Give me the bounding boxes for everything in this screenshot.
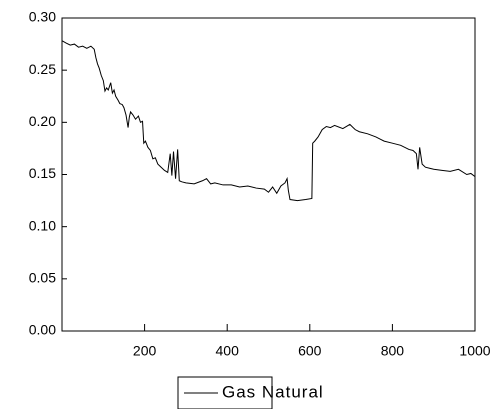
x-tick-label: 600 [298,343,322,359]
x-tick-label: 200 [133,343,157,359]
x-tick-label: 400 [216,343,240,359]
y-tick-label: 0.25 [29,61,56,77]
y-tick-label: 0.00 [29,322,56,338]
x-tick-label: 800 [381,343,405,359]
legend-box [177,376,273,409]
x-tick-label: 1000 [459,343,490,359]
y-tick-label: 0.20 [29,113,56,129]
y-tick-label: 0.30 [29,9,56,25]
y-tick-label: 0.15 [29,165,56,181]
legend: Gas Natural [177,376,324,409]
legend-text: Gas Natural [222,382,324,401]
series-line [62,40,476,202]
y-tick-label: 0.05 [29,270,56,286]
plot-frame [61,17,476,332]
y-tick-label: 0.10 [29,217,56,233]
